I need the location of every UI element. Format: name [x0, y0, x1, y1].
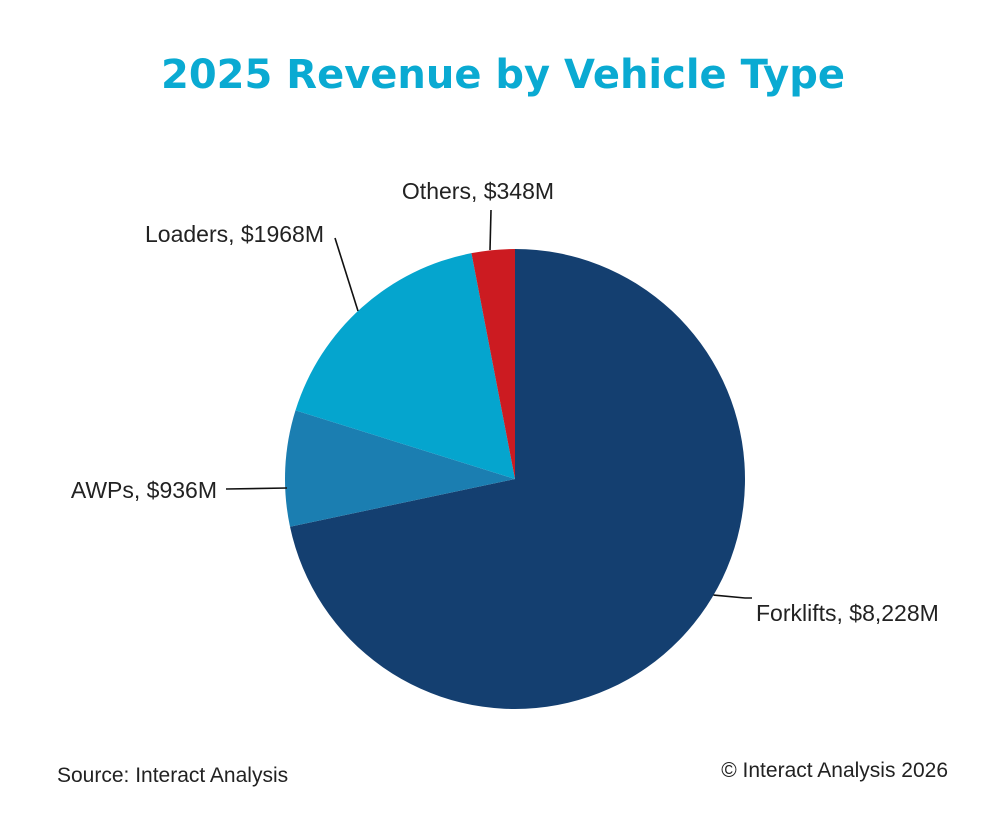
leader-line-forklifts: [713, 594, 752, 599]
data-label-loaders: Loaders, $1968M: [145, 221, 324, 247]
source-note: Source: Interact Analysis: [57, 764, 289, 787]
data-label-forklifts: Forklifts, $8,228M: [756, 600, 939, 626]
leader-line-awps: [225, 487, 288, 490]
data-label-awps: AWPs, $936M: [71, 477, 217, 503]
pie-slice-others: [471, 249, 515, 479]
chart-title: 2025 Revenue by Vehicle Type: [161, 52, 845, 98]
leader-line-others: [489, 209, 492, 251]
leader-line-loaders: [334, 237, 359, 312]
pie-slice-awps: [284, 410, 515, 527]
pie-slice-loaders: [295, 253, 515, 479]
data-label-others: Others, $348M: [402, 178, 554, 204]
pie-slice-forklifts: [290, 249, 746, 709]
copyright-note: © Interact Analysis 2026: [721, 759, 948, 782]
